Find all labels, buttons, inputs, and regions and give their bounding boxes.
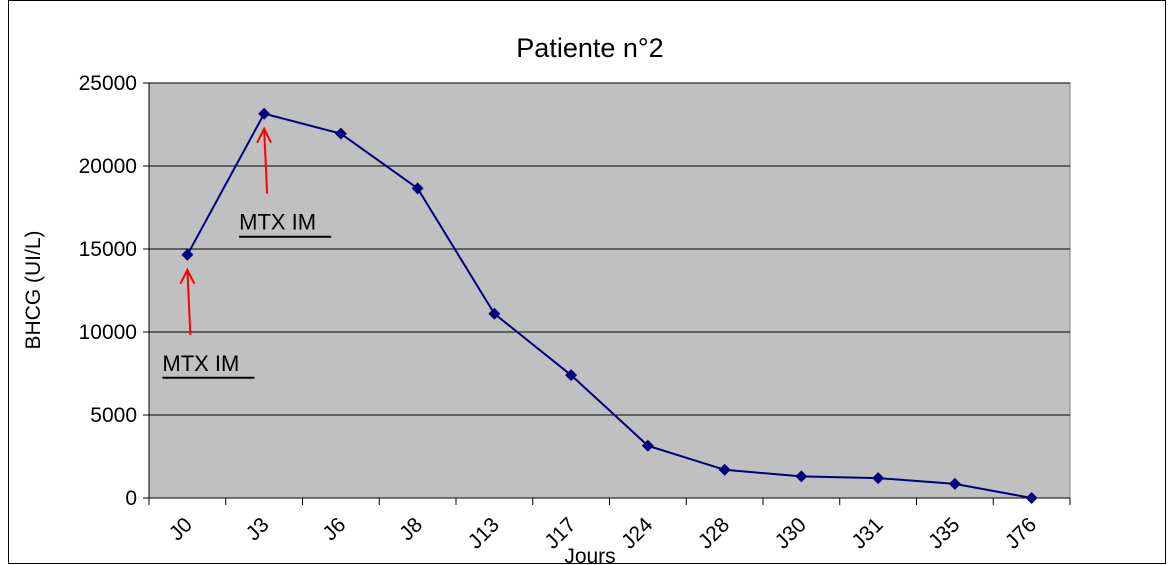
x-tick-label: J3 [242,513,274,545]
x-axis-title: Jours [564,545,615,565]
data-point [872,472,885,485]
y-tick-label: 25000 [79,72,137,95]
data-point [334,127,347,140]
y-tick-label: 10000 [79,321,137,344]
x-tick-label: J8 [395,513,427,545]
annotations-group: MTX IM MTX IM [162,126,332,379]
x-tick-label: J24 [617,513,657,553]
data-point [565,369,578,382]
x-tick-label: J35 [924,513,964,553]
data-point [718,463,731,476]
y-tick-label: 15000 [79,238,137,261]
plot-area [148,82,1071,499]
x-tick-label: J28 [694,513,734,553]
data-point [948,477,961,490]
x-tick-label: J6 [318,513,350,545]
x-tick-label: J76 [1001,513,1041,553]
y-axis-title: BHCG (UI/L) [22,230,45,349]
x-tick-label: J31 [847,513,887,553]
annotation-label: MTX IM [239,210,316,235]
x-tick-label: J30 [771,513,811,553]
y-tick-label: 20000 [79,155,137,178]
annotation-label: MTX IM [162,351,239,376]
data-point [488,307,501,320]
y-tick-label: 0 [125,487,137,510]
data-point [795,470,808,483]
data-point [641,439,654,452]
data-point [1025,492,1038,504]
x-tick-label: J0 [165,513,197,545]
y-axis-ticks: 0 5000 10000 15000 20000 25000 [79,72,150,510]
annotation-arrowhead [179,267,196,285]
x-tick-label: J13 [464,513,504,553]
gridlines [149,82,1070,416]
data-point [181,248,194,261]
annotation-arrowhead [256,126,273,144]
chart-title: Patiente n°2 [516,33,663,63]
annotation-arrow [186,269,192,335]
series-line [186,112,1032,499]
series-group [181,107,1038,504]
annotation-arrow [263,128,269,194]
data-point [258,107,271,120]
data-point [411,182,424,195]
y-tick-label: 5000 [90,404,137,427]
